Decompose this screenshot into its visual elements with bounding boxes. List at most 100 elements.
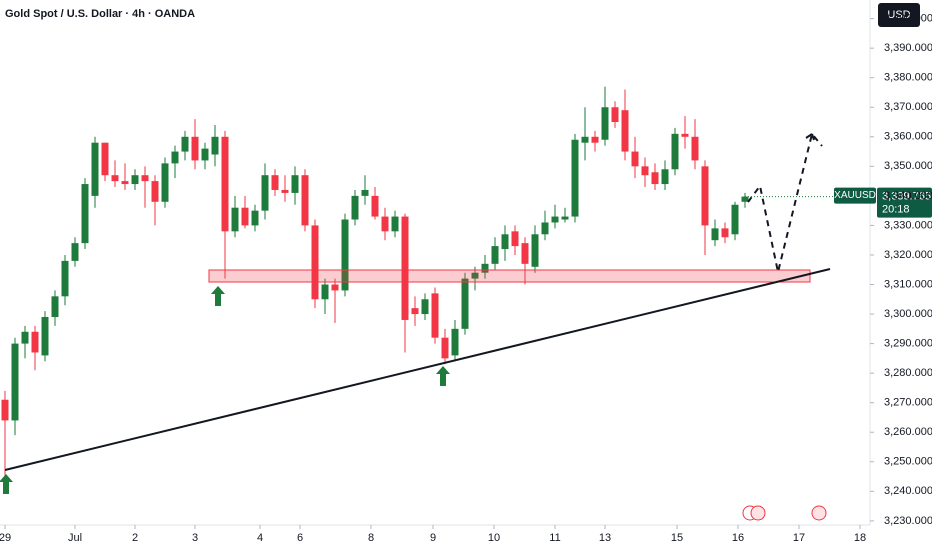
currency-badge[interactable] xyxy=(878,3,920,27)
candle-body xyxy=(31,331,39,353)
y-tick-label: 3,310.000 xyxy=(884,278,932,290)
candle-body xyxy=(211,136,219,155)
candle-body xyxy=(541,222,549,235)
currency-label: USD xyxy=(887,9,910,21)
y-tick-label: 3,380.000 xyxy=(884,72,932,84)
candle-body xyxy=(701,166,709,226)
candle-body xyxy=(731,204,739,235)
candle-body xyxy=(271,175,279,190)
candle-body xyxy=(121,181,129,185)
candle-body xyxy=(21,331,29,344)
candle-body xyxy=(661,169,669,185)
candle-body xyxy=(331,284,339,291)
countdown-label: 20:18 xyxy=(882,203,910,215)
up-arrow xyxy=(436,366,450,386)
event-icon[interactable] xyxy=(811,505,827,521)
y-tick-label: 3,400.000 xyxy=(884,13,932,25)
candle-body xyxy=(251,210,259,226)
x-tick-label: 16 xyxy=(732,532,744,544)
candle-body xyxy=(511,231,519,247)
event-icon[interactable] xyxy=(750,505,766,521)
x-tick-label: 17 xyxy=(793,532,805,544)
y-tick-label: 3,360.000 xyxy=(884,131,932,143)
candle-body xyxy=(41,317,49,356)
candle-body xyxy=(111,175,119,182)
candle-body xyxy=(91,142,99,196)
chart-title: Gold Spot / U.S. Dollar · 4h · OANDA xyxy=(5,8,195,20)
candle-body xyxy=(461,278,469,329)
y-tick-label: 3,300.000 xyxy=(884,308,932,320)
candle-body xyxy=(671,133,679,170)
y-tick-label: 3,330.000 xyxy=(884,219,932,231)
candle-body xyxy=(421,299,429,315)
candle-body xyxy=(601,107,609,140)
x-tick-label: 9 xyxy=(430,532,436,544)
y-tick-label: 3,270.000 xyxy=(884,397,932,409)
candle-body xyxy=(131,175,139,185)
candle-body xyxy=(261,175,269,211)
up-arrow xyxy=(211,286,225,306)
candle-body xyxy=(711,228,719,241)
x-tick-label: 6 xyxy=(297,532,303,544)
candle-body xyxy=(481,263,489,273)
candle-body xyxy=(391,216,399,232)
candle-body xyxy=(441,337,449,359)
candle-body xyxy=(101,142,109,176)
y-tick-label: 3,390.000 xyxy=(884,42,932,54)
candle-body xyxy=(201,148,209,161)
x-tick-label: 18 xyxy=(854,532,866,544)
y-tick-label: 3,290.000 xyxy=(884,338,932,350)
candle-body xyxy=(491,246,499,264)
x-tick-label: 29 xyxy=(0,532,11,544)
candle-body xyxy=(241,207,249,226)
candle-body xyxy=(371,195,379,217)
x-tick-label: 10 xyxy=(488,532,500,544)
candle-body xyxy=(51,296,59,318)
symbol-badge xyxy=(834,187,876,204)
candle-body xyxy=(411,308,419,315)
last-price-label: 3,339.765 xyxy=(882,190,931,202)
candle-body xyxy=(61,260,69,297)
candle-body xyxy=(451,328,459,356)
candle-body xyxy=(561,216,569,220)
y-tick-label: 3,370.000 xyxy=(884,101,932,113)
candle-body xyxy=(431,293,439,338)
candle-body xyxy=(621,110,629,152)
candle-body xyxy=(691,136,699,161)
x-tick-label: 11 xyxy=(549,532,560,544)
candle-body xyxy=(1,399,9,421)
candle-body xyxy=(501,234,509,250)
x-tick-label: 4 xyxy=(257,532,263,544)
projection-path xyxy=(747,131,823,273)
candle-body xyxy=(321,284,329,300)
x-tick-label: 2 xyxy=(132,532,138,544)
y-tick-label: 3,280.000 xyxy=(884,367,932,379)
y-tick-label: 3,230.000 xyxy=(884,515,932,527)
x-tick-label: 3 xyxy=(192,532,198,544)
candle-body xyxy=(161,163,169,202)
projection-arrowhead xyxy=(805,133,815,141)
candle-body xyxy=(351,195,359,220)
support-zone xyxy=(208,269,811,283)
candle-body xyxy=(401,216,409,320)
candle-body xyxy=(641,166,649,176)
candle-body xyxy=(721,228,729,238)
x-tick-label: 8 xyxy=(368,532,374,544)
candle-body xyxy=(381,216,389,232)
candle-body xyxy=(181,136,189,152)
candle-body xyxy=(11,343,19,421)
candle-body xyxy=(571,139,579,217)
x-tick-label: Jul xyxy=(68,532,82,544)
candle-body xyxy=(531,234,539,267)
y-tick-label: 3,260.000 xyxy=(884,426,932,438)
candle-body xyxy=(651,172,659,185)
candle-body xyxy=(291,175,299,193)
candle-body xyxy=(231,207,239,232)
x-tick-label: 13 xyxy=(599,532,611,544)
candle-body xyxy=(611,107,619,123)
candle-body xyxy=(81,184,89,244)
candle-body xyxy=(471,272,479,279)
candle-body xyxy=(191,136,199,161)
